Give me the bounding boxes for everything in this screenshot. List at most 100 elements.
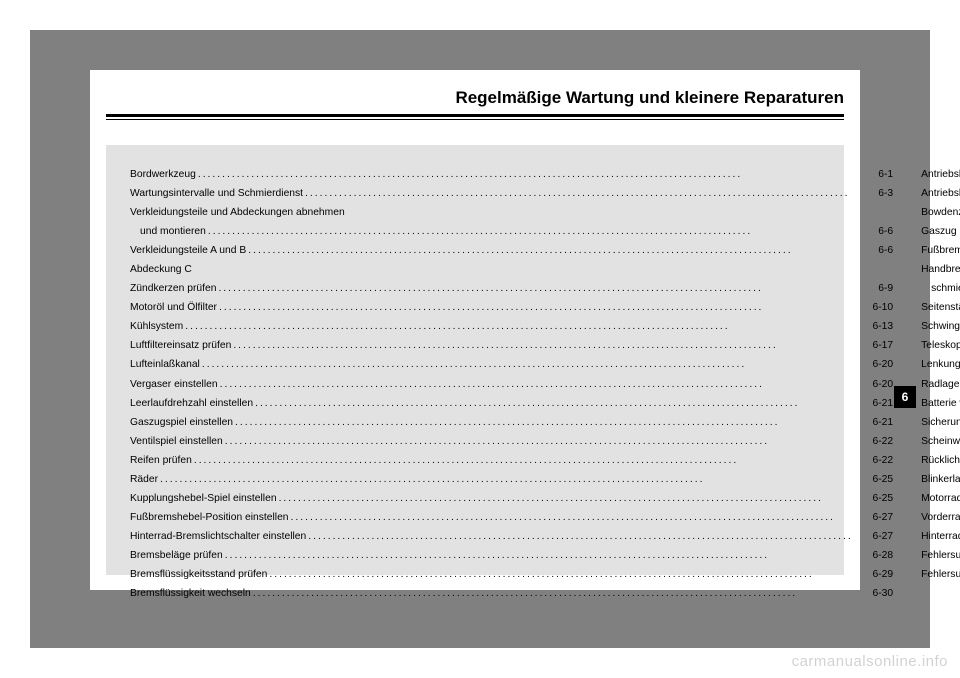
toc-label: Leerlaufdrehzahl einstellen xyxy=(130,394,253,413)
toc-label: Lenkung prüfen xyxy=(921,355,960,374)
toc-label: Luftfiltereinsatz prüfen xyxy=(130,336,231,355)
section-tab: 6 xyxy=(894,386,916,408)
toc-page: 6-20 xyxy=(873,355,894,374)
toc-line: Zündkerzen prüfen 6-9 xyxy=(130,279,893,298)
toc-label: Scheinwerferlampe auswechseln xyxy=(921,432,960,451)
toc-page: 6-3 xyxy=(878,184,893,203)
toc-label: Bowdenzüge prüfen und schmieren xyxy=(921,203,960,222)
toc-label: Motorrad aufbocken xyxy=(921,489,960,508)
manual-page: Regelmäßige Wartung und kleinere Reparat… xyxy=(90,70,860,590)
toc-page: 6-10 xyxy=(873,298,894,317)
toc-line: und montieren 6-6 xyxy=(130,222,893,241)
toc-page: 6-22 xyxy=(873,451,894,470)
toc-leader-dots xyxy=(196,165,878,184)
toc-label: Vorderrad xyxy=(921,508,960,527)
toc-leader-dots xyxy=(251,584,873,603)
toc-label: Räder xyxy=(130,470,158,489)
title-rule xyxy=(106,114,844,117)
toc-line: Vergaser einstellen 6-20 xyxy=(130,375,893,394)
toc-box: Bordwerkzeug 6-1Wartungsintervalle und S… xyxy=(106,145,844,575)
toc-line: Batterie warten 6-37 xyxy=(921,394,960,413)
toc-label: Antriebsketten-Durchhang xyxy=(921,165,960,184)
toc-leader-dots xyxy=(267,565,872,584)
toc-label: Motoröl und Ölfilter xyxy=(130,298,217,317)
toc-page: 6-27 xyxy=(873,508,894,527)
toc-line: Scheinwerferlampe auswechseln 6-39 xyxy=(921,432,960,451)
toc-line: Gaszugspiel einstellen 6-21 xyxy=(130,413,893,432)
toc-page: 6-29 xyxy=(873,565,894,584)
toc-page: 6-27 xyxy=(873,527,894,546)
toc-label: Ventilspiel einstellen xyxy=(130,432,223,451)
toc-line: schmieren 6-34 xyxy=(921,279,960,298)
toc-leader-dots xyxy=(231,336,872,355)
watermark: carmanualsonline.info xyxy=(792,653,948,670)
toc-leader-dots xyxy=(277,489,873,508)
toc-line: Teleskopgabel prüfen 6-35 xyxy=(921,336,960,355)
toc-label: Radlager prüfen und warten xyxy=(921,375,960,394)
toc-line: Schwinge schmieren 6-35 xyxy=(921,317,960,336)
toc-label: Teleskopgabel prüfen xyxy=(921,336,960,355)
toc-page: 6-13 xyxy=(873,317,894,336)
toc-page: 6-21 xyxy=(873,394,894,413)
toc-line: Radlager prüfen und warten 6-36 xyxy=(921,375,960,394)
toc-line: Gaszug und -drehgriff prüfen und schmier… xyxy=(921,222,960,241)
toc-label: Bremsbeläge prüfen xyxy=(130,546,223,565)
toc-label: Bremsflüssigkeitsstand prüfen xyxy=(130,565,267,584)
toc-label: Seitenständer prüfen und schmieren xyxy=(921,298,960,317)
toc-page: 6-25 xyxy=(873,470,894,489)
toc-line: Wartungsintervalle und Schmierdienst 6-3 xyxy=(130,184,893,203)
toc-label: Sicherung wechseln xyxy=(921,413,960,432)
toc-label: Verkleidungsteile und Abdeckungen abnehm… xyxy=(130,203,345,222)
toc-label: Rücklicht-/Bremslichtlampe xyxy=(921,451,960,470)
toc-line: Sicherung wechseln 6-38 xyxy=(921,413,960,432)
title-wrap: Regelmäßige Wartung und kleinere Reparat… xyxy=(90,70,860,114)
toc-page: 6-6 xyxy=(878,241,893,260)
toc-leader-dots xyxy=(192,451,873,470)
toc-page: 6-25 xyxy=(873,489,894,508)
toc-label: Kühlsystem xyxy=(130,317,183,336)
toc-line: Verkleidungsteile A und B 6-6 xyxy=(130,241,893,260)
toc-columns: Bordwerkzeug 6-1Wartungsintervalle und S… xyxy=(130,165,820,551)
toc-label: Lufteinlaßkanal xyxy=(130,355,200,374)
toc-line: Lenkung prüfen 6-36 xyxy=(921,355,960,374)
toc-line: Verkleidungsteile und Abdeckungen abnehm… xyxy=(130,203,893,222)
toc-line: Hinterrad 6-43 xyxy=(921,527,960,546)
toc-line: Ventilspiel einstellen 6-22 xyxy=(130,432,893,451)
toc-label: Reifen prüfen xyxy=(130,451,192,470)
toc-leader-dots xyxy=(233,413,872,432)
toc-leader-dots xyxy=(303,184,878,203)
toc-leader-dots xyxy=(223,546,873,565)
toc-line: Antriebsketten-Durchhang 6-31 xyxy=(921,165,960,184)
toc-label: Vergaser einstellen xyxy=(130,375,218,394)
toc-leader-dots xyxy=(253,394,872,413)
toc-line: Antriebskette schmieren 6-32 xyxy=(921,184,960,203)
toc-page: 6-30 xyxy=(873,584,894,603)
toc-leader-dots xyxy=(246,241,878,260)
toc-page: 6-20 xyxy=(873,375,894,394)
toc-page: 6-6 xyxy=(878,222,893,241)
toc-page: 6-9 xyxy=(878,279,893,298)
toc-label: Fußbremshebel schmieren xyxy=(921,241,960,260)
toc-label: Hinterrad xyxy=(921,527,960,546)
toc-line: Blinkerlampe auswechseln 6-40 xyxy=(921,470,960,489)
toc-line: Bowdenzüge prüfen und schmieren 6-33 xyxy=(921,203,960,222)
toc-label: Verkleidungsteile A und B xyxy=(130,241,246,260)
toc-column-left: Bordwerkzeug 6-1Wartungsintervalle und S… xyxy=(130,165,893,551)
toc-line: Rücklicht-/Bremslichtlampe 6-40 xyxy=(921,451,960,470)
toc-label: Schwinge schmieren xyxy=(921,317,960,336)
toc-label: Zündkerzen prüfen xyxy=(130,279,216,298)
toc-leader-dots xyxy=(223,432,873,451)
outer-frame: Regelmäßige Wartung und kleinere Reparat… xyxy=(30,30,930,648)
toc-leader-dots xyxy=(183,317,872,336)
toc-line: Leerlaufdrehzahl einstellen 6-21 xyxy=(130,394,893,413)
toc-line: Bremsflüssigkeitsstand prüfen 6-29 xyxy=(130,565,893,584)
toc-line: Hinterrad-Bremslichtschalter einstellen … xyxy=(130,527,893,546)
toc-label: Bremsflüssigkeit wechseln xyxy=(130,584,251,603)
toc-label: Gaszugspiel einstellen xyxy=(130,413,233,432)
toc-line: Lufteinlaßkanal 6-20 xyxy=(130,355,893,374)
toc-leader-dots xyxy=(158,470,872,489)
toc-label: und montieren xyxy=(140,222,206,241)
toc-line: Fußbremshebel schmieren 6-34 xyxy=(921,241,960,260)
toc-label: Blinkerlampe auswechseln xyxy=(921,470,960,489)
toc-label: Fehlersuchdiagramme xyxy=(921,565,960,584)
